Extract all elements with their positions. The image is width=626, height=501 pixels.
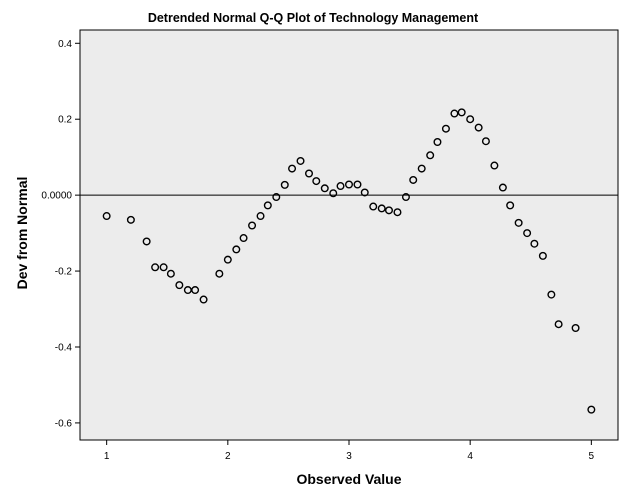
data-point — [490, 161, 499, 170]
data-point — [215, 269, 224, 278]
x-tick-label: 4 — [467, 451, 473, 462]
data-point — [272, 193, 281, 202]
data-point — [547, 290, 556, 299]
data-point — [441, 124, 450, 133]
data-point — [457, 108, 466, 117]
data-point — [199, 295, 208, 304]
data-point — [401, 193, 410, 202]
data-point — [384, 206, 393, 215]
data-point — [538, 251, 547, 260]
data-point — [530, 239, 539, 248]
data-point — [554, 320, 563, 329]
data-point — [393, 208, 402, 217]
data-point — [433, 137, 442, 146]
data-point — [360, 188, 369, 197]
data-point — [166, 269, 175, 278]
data-points — [102, 108, 596, 414]
y-tick-label: 0.2 — [58, 115, 72, 126]
y-tick-label: 0.0000 — [41, 191, 72, 202]
data-point — [263, 201, 272, 210]
y-tick-label: 0.4 — [58, 39, 72, 50]
data-point — [506, 201, 515, 210]
data-point — [369, 202, 378, 211]
data-point — [466, 115, 475, 124]
data-point — [248, 221, 257, 230]
plot-background — [79, 29, 619, 441]
data-point — [305, 169, 314, 178]
data-point — [175, 281, 184, 290]
data-point — [159, 263, 168, 272]
data-point — [353, 180, 362, 189]
x-tick-label: 2 — [225, 451, 231, 462]
data-point — [481, 137, 490, 146]
data-point — [151, 263, 160, 272]
data-point — [587, 405, 596, 414]
data-point — [191, 286, 200, 295]
data-point — [312, 177, 321, 186]
y-axis-label: Dev from Normal — [14, 177, 30, 290]
data-point — [239, 234, 248, 243]
data-point — [142, 237, 151, 246]
y-axis: 0.4 0.2 0.0000 -0.2 -0.4 -0.6 — [41, 39, 80, 429]
data-point — [377, 204, 386, 213]
y-tick-label: -0.4 — [55, 342, 73, 353]
data-point — [223, 255, 232, 264]
data-point — [296, 156, 305, 165]
data-point — [345, 180, 354, 189]
x-axis: 1 2 3 4 5 — [104, 440, 595, 462]
x-tick-label: 3 — [346, 451, 352, 462]
data-point — [450, 109, 459, 118]
data-point — [571, 324, 580, 333]
data-point — [232, 245, 241, 254]
chart-title: Detrended Normal Q-Q Plot of Technology … — [148, 11, 479, 25]
data-point — [426, 151, 435, 160]
x-axis-label: Observed Value — [296, 471, 401, 487]
data-point — [498, 183, 507, 192]
plot-area — [79, 29, 619, 441]
data-point — [514, 218, 523, 227]
x-tick-label: 5 — [589, 451, 595, 462]
data-point — [417, 164, 426, 173]
x-tick-label: 1 — [104, 451, 110, 462]
data-point — [102, 212, 111, 221]
data-point — [256, 212, 265, 221]
data-point — [320, 184, 329, 193]
data-point — [288, 164, 297, 173]
data-point — [336, 182, 345, 191]
data-point — [523, 229, 532, 238]
data-point — [409, 175, 418, 184]
data-point — [329, 189, 338, 198]
y-tick-label: -0.2 — [55, 267, 73, 278]
data-point — [474, 123, 483, 132]
data-point — [280, 180, 289, 189]
data-point — [126, 215, 135, 224]
y-tick-label: -0.6 — [55, 418, 73, 429]
